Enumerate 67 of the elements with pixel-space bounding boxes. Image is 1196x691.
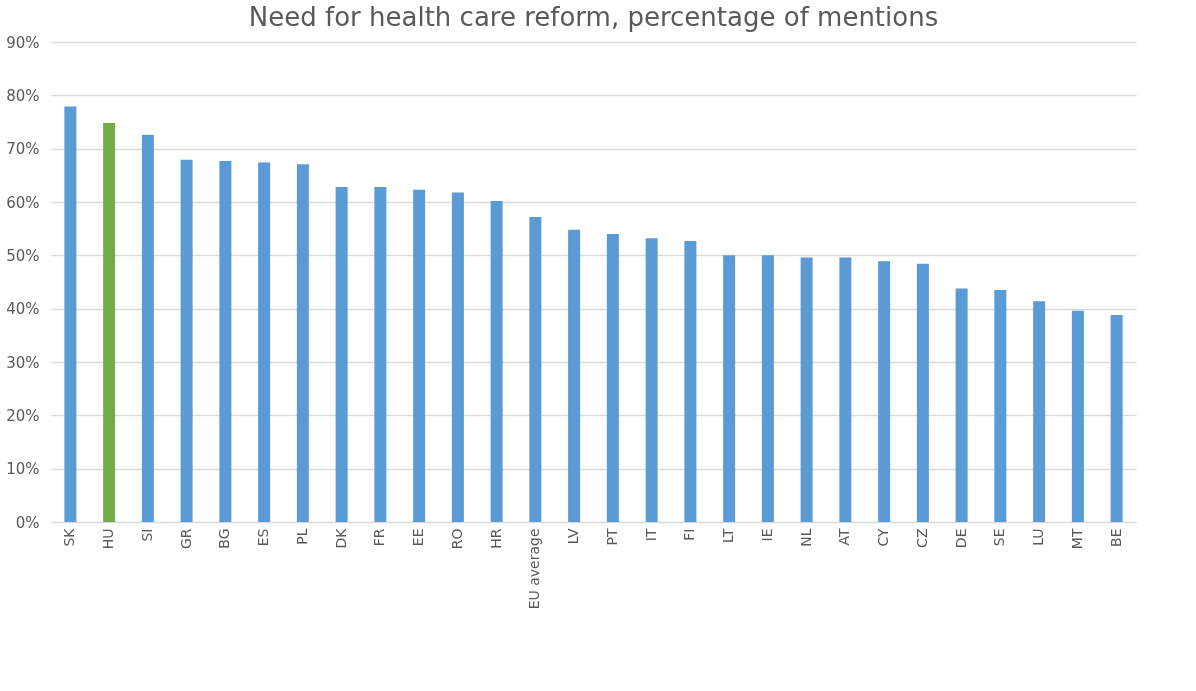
bar [413, 189, 426, 522]
bar [335, 187, 348, 522]
x-tick-label: FR [371, 528, 388, 547]
x-tick-label: AT [836, 528, 853, 546]
x-tick-label: DE [952, 528, 969, 549]
bar [684, 240, 697, 522]
x-tick-label: SI [138, 528, 155, 542]
bar [258, 162, 271, 522]
x-tick-label: BG [216, 528, 233, 549]
y-tick-label: 80% [6, 86, 40, 105]
y-tick-label: 20% [6, 406, 40, 425]
bar [606, 234, 619, 522]
bar [723, 255, 736, 522]
x-tick-label: LV [565, 528, 582, 545]
bar [529, 216, 542, 522]
x-tick-label: LU [1030, 528, 1047, 546]
bar [219, 160, 232, 522]
x-tick-label: IE [758, 528, 775, 542]
y-tick-label: 90% [6, 33, 40, 52]
x-tick-label: IT [642, 528, 659, 542]
y-tick-label: 40% [6, 300, 40, 319]
bar [955, 288, 968, 522]
x-tick-label: LT [720, 528, 737, 543]
bar [916, 263, 929, 522]
x-tick-label: GR [177, 528, 194, 550]
bar [878, 261, 891, 522]
x-tick-label: EE [410, 528, 427, 547]
x-tick-label: MT [1068, 528, 1085, 550]
bar [374, 187, 387, 522]
bar [839, 257, 852, 522]
x-tick-label: ES [255, 528, 272, 547]
y-tick-label: 0% [15, 513, 40, 532]
x-tick-label: HR [487, 528, 504, 549]
bar [1071, 310, 1084, 522]
y-tick-label: 10% [6, 460, 40, 479]
x-tick-label: RO [448, 528, 465, 550]
x-tick-label: FI [681, 528, 698, 541]
x-tick-label: EU average [526, 528, 543, 610]
bar [490, 200, 503, 522]
y-tick-label: 30% [6, 353, 40, 372]
bar [64, 106, 77, 522]
bar [994, 290, 1007, 522]
x-tick-label: CZ [913, 528, 930, 548]
x-tick-label: CY [875, 528, 892, 547]
chart-title: Need for health care reform, percentage of mentions [248, 2, 939, 32]
bar [645, 238, 658, 522]
bar [180, 159, 193, 522]
bar [296, 164, 309, 522]
x-tick-label: HU [100, 528, 117, 550]
y-tick-label: 50% [6, 246, 40, 265]
x-tick-label: DK [332, 527, 349, 549]
bar [451, 192, 464, 522]
bar [1110, 315, 1123, 522]
bar [103, 123, 116, 522]
x-tick-label: PL [293, 528, 310, 545]
y-tick-label: 60% [6, 193, 40, 212]
x-tick-label: SK [61, 527, 78, 547]
bar [568, 229, 581, 522]
bar [800, 257, 813, 522]
x-tick-label: BE [1107, 528, 1124, 547]
bar [761, 255, 774, 522]
x-tick-label: NL [797, 528, 814, 547]
bar [141, 134, 154, 522]
bar [1033, 301, 1046, 522]
x-tick-label: PT [603, 528, 620, 546]
y-tick-label: 70% [6, 140, 40, 159]
x-tick-label: SE [991, 528, 1008, 547]
